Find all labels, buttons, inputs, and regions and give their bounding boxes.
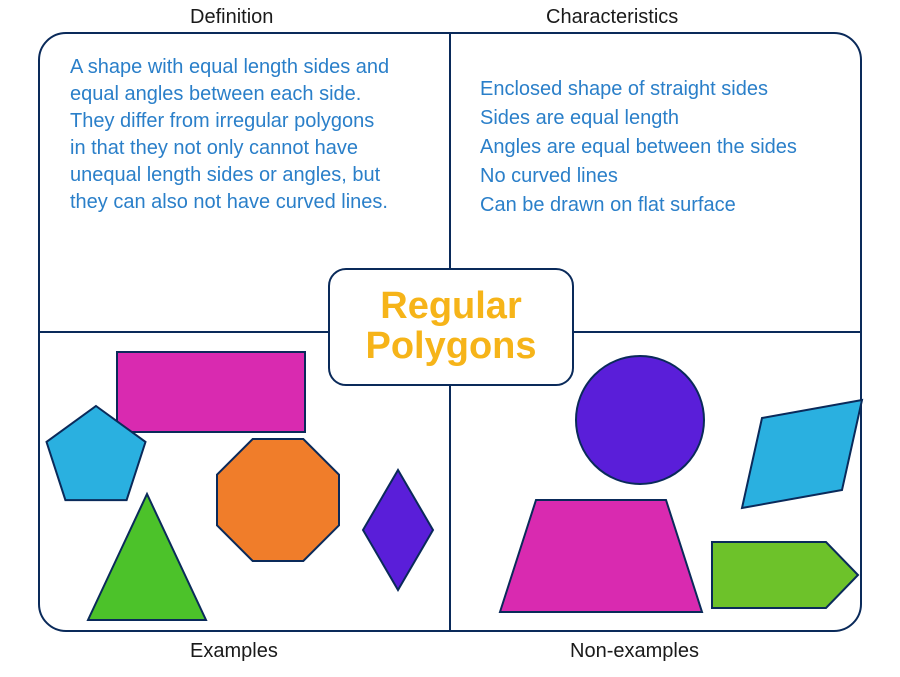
- center-title-line2: Polygons: [365, 327, 536, 367]
- center-title-line1: Regular: [380, 287, 521, 327]
- center-title-box: Regular Polygons: [328, 268, 574, 386]
